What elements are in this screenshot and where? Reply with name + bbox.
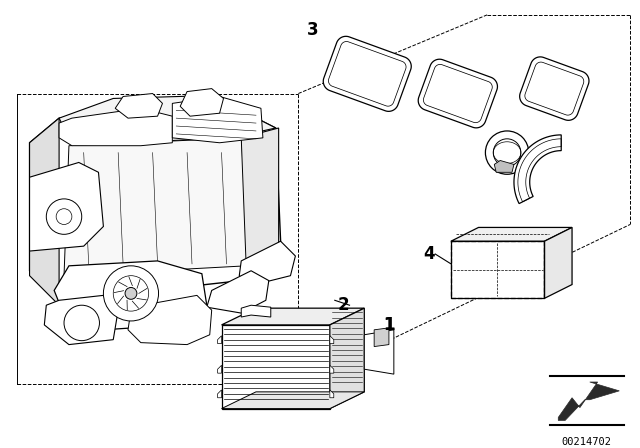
Text: 4: 4 (424, 245, 435, 263)
Circle shape (46, 199, 82, 234)
Polygon shape (207, 271, 269, 313)
Polygon shape (221, 325, 330, 409)
Polygon shape (218, 365, 221, 373)
Polygon shape (64, 138, 246, 276)
Polygon shape (29, 118, 59, 305)
Polygon shape (241, 305, 271, 317)
Circle shape (64, 305, 99, 340)
Circle shape (104, 266, 159, 321)
Polygon shape (323, 36, 412, 112)
Polygon shape (451, 241, 545, 298)
Polygon shape (59, 95, 276, 143)
Polygon shape (418, 59, 497, 128)
Polygon shape (558, 382, 620, 420)
Text: 3: 3 (307, 21, 319, 39)
Polygon shape (545, 228, 572, 298)
Polygon shape (29, 95, 280, 310)
Polygon shape (172, 96, 263, 143)
Polygon shape (44, 295, 118, 345)
Polygon shape (128, 295, 212, 345)
Circle shape (125, 288, 137, 299)
Polygon shape (364, 330, 394, 374)
Polygon shape (514, 135, 561, 203)
Circle shape (485, 131, 529, 174)
Polygon shape (330, 390, 334, 398)
Polygon shape (241, 128, 278, 261)
Text: 00214702: 00214702 (562, 437, 612, 447)
Polygon shape (218, 390, 221, 398)
Polygon shape (180, 89, 223, 116)
Polygon shape (59, 108, 172, 146)
Polygon shape (374, 328, 389, 347)
Polygon shape (115, 94, 163, 118)
Polygon shape (330, 365, 334, 373)
Polygon shape (330, 336, 334, 344)
Polygon shape (29, 163, 104, 251)
Polygon shape (520, 57, 589, 121)
Polygon shape (221, 308, 364, 325)
Text: 1: 1 (383, 316, 395, 334)
Circle shape (493, 139, 521, 166)
Polygon shape (239, 241, 296, 285)
Polygon shape (328, 42, 406, 106)
Circle shape (113, 276, 148, 311)
Circle shape (56, 209, 72, 224)
Text: 1: 1 (383, 316, 395, 334)
Polygon shape (218, 336, 221, 344)
Polygon shape (54, 261, 207, 330)
Polygon shape (525, 62, 584, 115)
Polygon shape (330, 308, 364, 409)
Text: 2: 2 (338, 296, 349, 314)
Polygon shape (424, 65, 492, 123)
Polygon shape (221, 392, 364, 409)
Polygon shape (451, 228, 572, 241)
Polygon shape (494, 160, 514, 172)
